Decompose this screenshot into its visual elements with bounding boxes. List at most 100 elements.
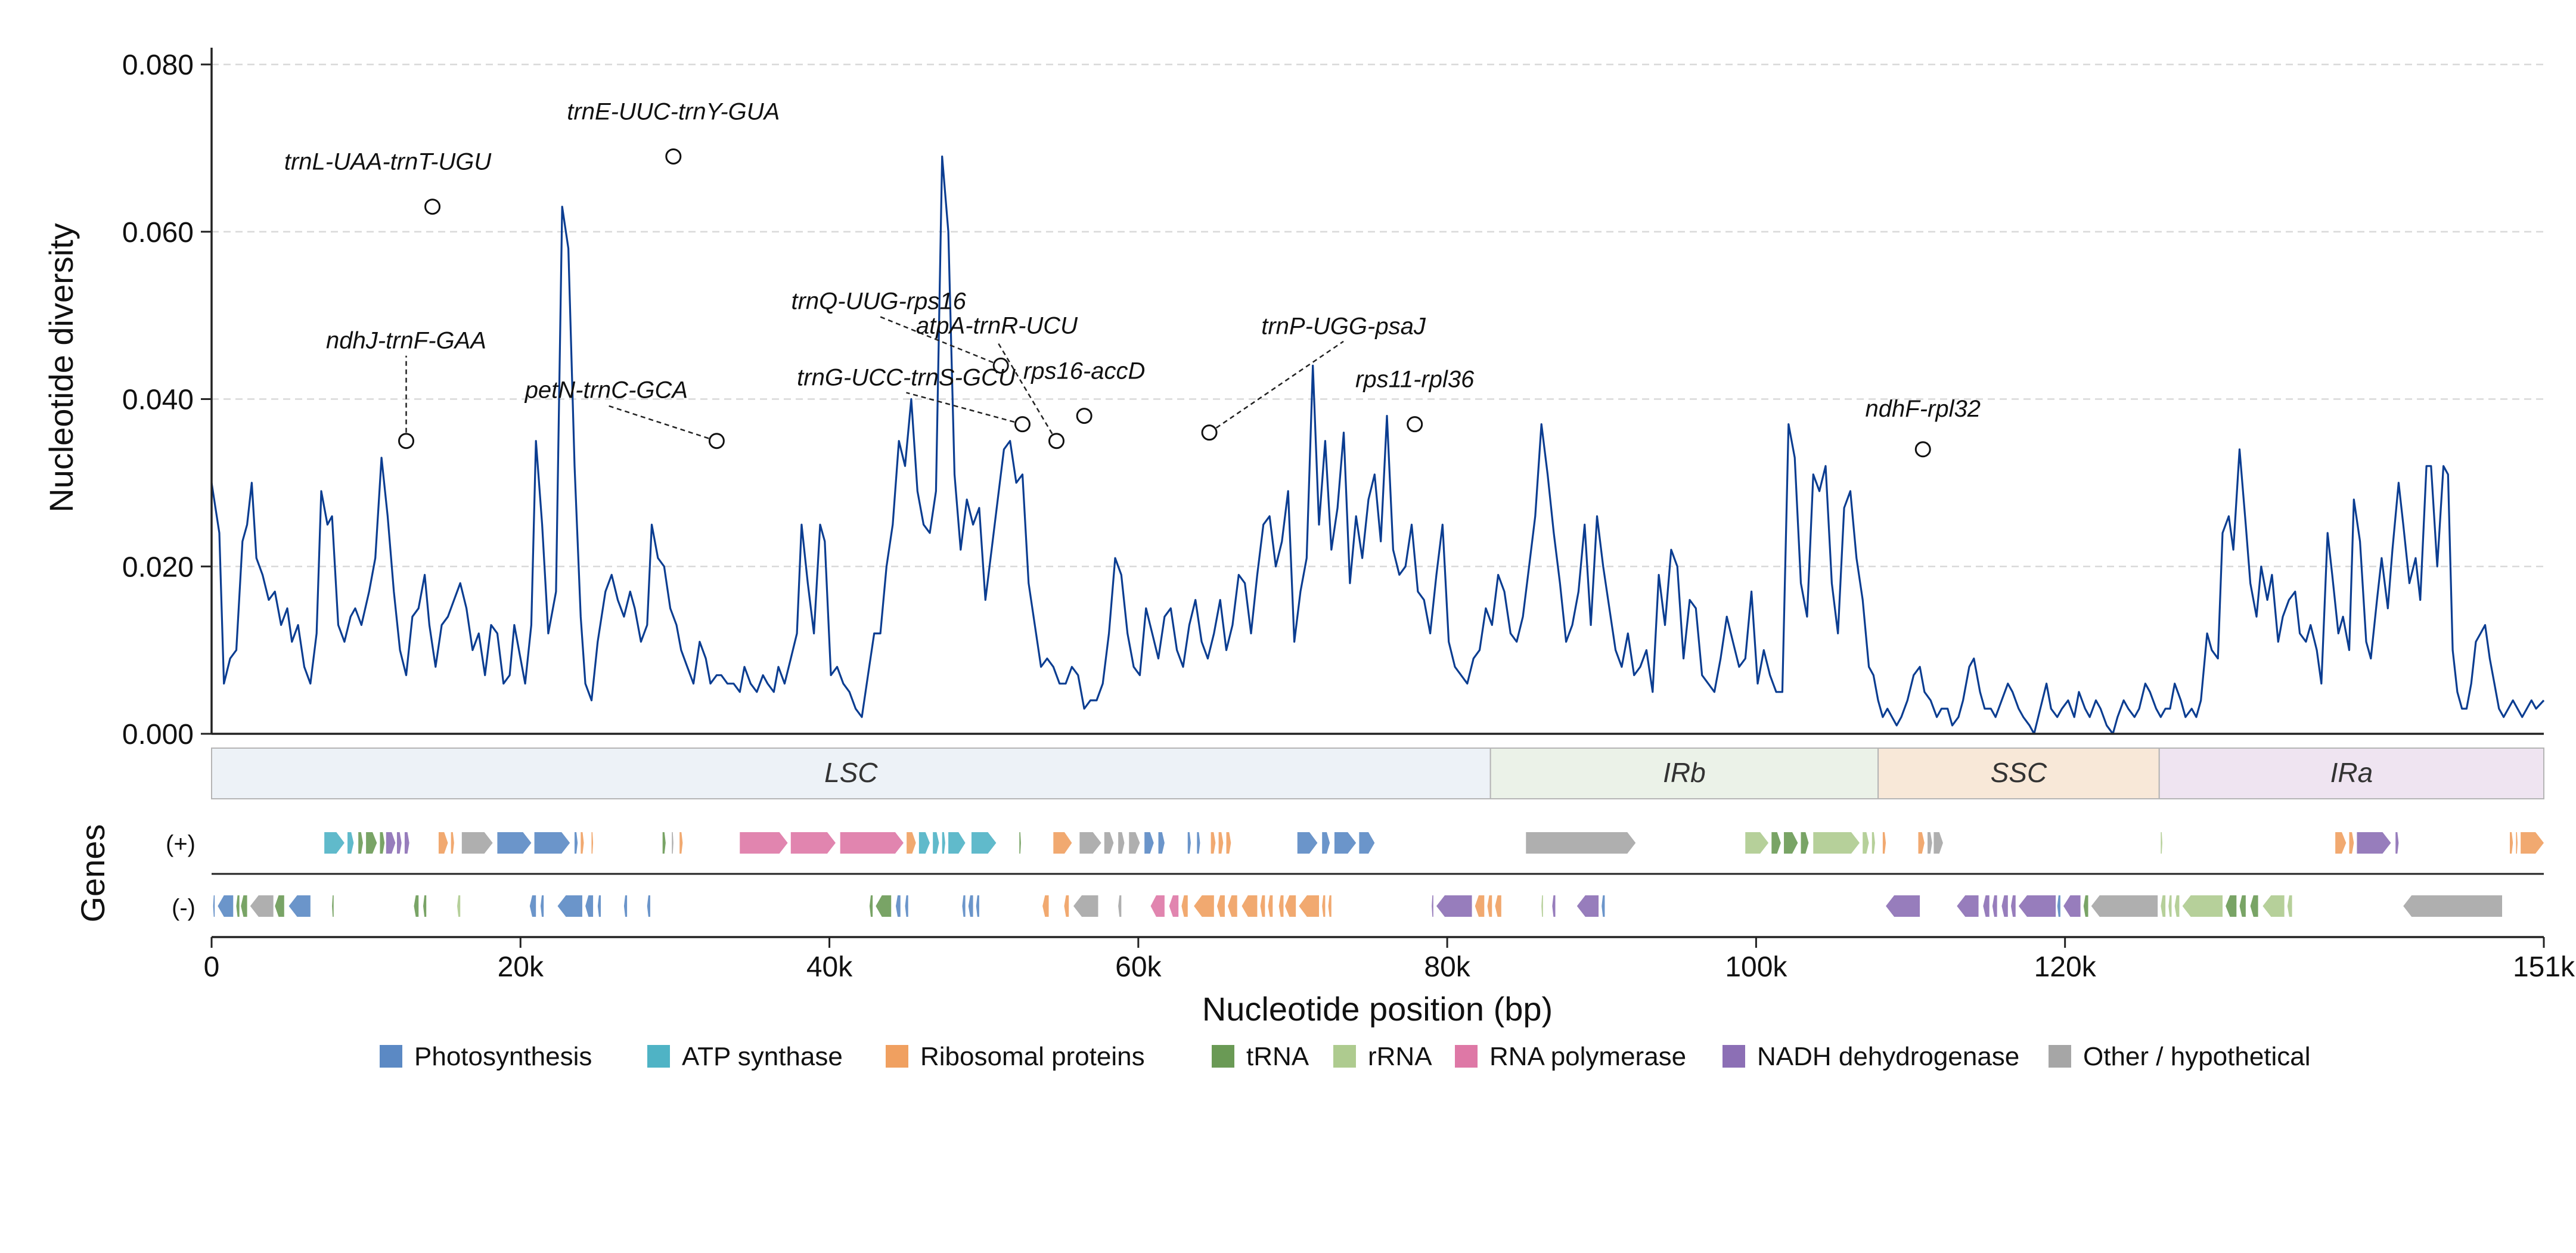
gene-block: [451, 832, 454, 854]
region-label: LSC: [824, 757, 878, 788]
grid-lines: [212, 63, 2544, 567]
gene-block: [907, 832, 916, 854]
gene-block: [647, 895, 650, 917]
x-tick-label: 151k: [2513, 951, 2575, 983]
gene-block: [1216, 895, 1225, 917]
legend-label: NADH dehydrogenase: [1757, 1042, 2019, 1071]
peak-marker: [1914, 441, 1931, 458]
peak-leader-line: [906, 392, 1023, 425]
region-label: SSC: [1991, 757, 2047, 788]
y-tick-label: 0.000: [122, 719, 194, 750]
diversity-series-line: [210, 155, 2545, 735]
y-tick-label: 0.040: [122, 384, 194, 416]
legend-swatch: [886, 1045, 908, 1068]
gene-block: [2239, 895, 2246, 917]
y-axis-title: Nucleotide diversity: [42, 223, 80, 513]
gene-block: [1064, 895, 1069, 917]
gene-block: [275, 895, 284, 917]
gene-block: [2349, 832, 2354, 854]
gene-block: [324, 832, 344, 854]
gene-block: [2018, 895, 2056, 917]
gene-block: [1118, 895, 1122, 917]
peak-marker: [424, 199, 441, 215]
region-block: [2158, 748, 2544, 799]
legend-label: rRNA: [1368, 1042, 1432, 1071]
gene-block: [213, 895, 215, 917]
peak-label: petN-trnC-GCA: [524, 377, 688, 404]
gene-block: [962, 895, 966, 917]
gene-block: [2161, 895, 2166, 917]
gene-block: [790, 832, 836, 854]
gene-block: [358, 832, 363, 854]
gene-block: [1541, 895, 1543, 917]
genome-region-bar: LSC IRb SSC IRa: [211, 748, 2544, 799]
gene-block: [1322, 832, 1330, 854]
legend-label: Other / hypothetical: [2083, 1042, 2311, 1071]
gene-block: [332, 895, 334, 917]
region-block: [211, 748, 1491, 799]
gene-block: [2335, 832, 2347, 854]
peak-marker: [1014, 416, 1031, 433]
plus-strand-label: (+): [166, 831, 195, 857]
gene-block: [236, 895, 240, 917]
minus-strand-label: (-): [172, 895, 195, 921]
gene-block: [1784, 832, 1798, 854]
gene-block: [218, 895, 234, 917]
peak-leader-line: [606, 404, 717, 442]
gene-block: [918, 832, 930, 854]
gene-block: [1432, 895, 1433, 917]
gene-block: [2063, 895, 2081, 917]
gene-block: [1863, 832, 1869, 854]
gene-block: [971, 832, 997, 854]
x-tick-label: 40k: [806, 951, 853, 983]
gene-block: [1801, 832, 1809, 854]
gene-block: [534, 832, 570, 854]
gene-block: [241, 895, 247, 917]
x-tick-label: 20k: [498, 951, 544, 983]
peak-marker: [1048, 433, 1064, 449]
gene-block: [2001, 895, 2008, 917]
gene-block: [2091, 895, 2158, 917]
gene-block: [1886, 895, 1920, 917]
gene-block: [386, 832, 396, 854]
legend-label: RNA polymerase: [1489, 1042, 1686, 1071]
gene-block: [2168, 895, 2172, 917]
gene-block: [2262, 895, 2285, 917]
gene-block: [1359, 832, 1375, 854]
gene-block: [740, 832, 788, 854]
gene-block: [2395, 832, 2399, 854]
gene-block: [2521, 832, 2544, 854]
gene-block: [1957, 895, 1979, 917]
peak-label: rps16-accD: [1023, 358, 1146, 384]
minus-strand-genes: [213, 895, 2503, 917]
gene-block: [581, 832, 584, 854]
region-label: IRb: [1663, 757, 1706, 788]
gene-block: [366, 832, 377, 854]
gene-block: [597, 895, 601, 917]
plot-axes: [210, 48, 2544, 735]
gene-block: [585, 895, 594, 917]
y-tick-label: 0.080: [122, 49, 194, 81]
legend-swatch: [1333, 1045, 1356, 1068]
peak-label: rps11-rpl36: [1355, 367, 1475, 393]
gene-block: [1992, 895, 1997, 917]
peak-marker: [1201, 424, 1218, 441]
gene-block: [1487, 895, 1492, 917]
peak-marker: [665, 148, 682, 165]
gene-block: [2161, 832, 2162, 854]
peak-label: ndhF-rpl32: [1866, 396, 1981, 422]
gene-block: [2516, 832, 2518, 854]
peak-label: atpA-trnR-UCU: [916, 313, 1078, 339]
gene-block: [2226, 895, 2237, 917]
gene-block: [840, 832, 904, 854]
gene-block: [1181, 895, 1188, 917]
legend-label: ATP synthase: [682, 1042, 843, 1071]
gene-block: [1019, 832, 1021, 854]
gene-block: [1211, 832, 1216, 854]
gene-block: [942, 832, 945, 854]
gene-block: [288, 895, 311, 917]
gene-block: [2057, 895, 2060, 917]
y-tick-label: 0.020: [122, 551, 194, 583]
gene-block: [2174, 895, 2180, 917]
gene-block: [529, 895, 536, 917]
